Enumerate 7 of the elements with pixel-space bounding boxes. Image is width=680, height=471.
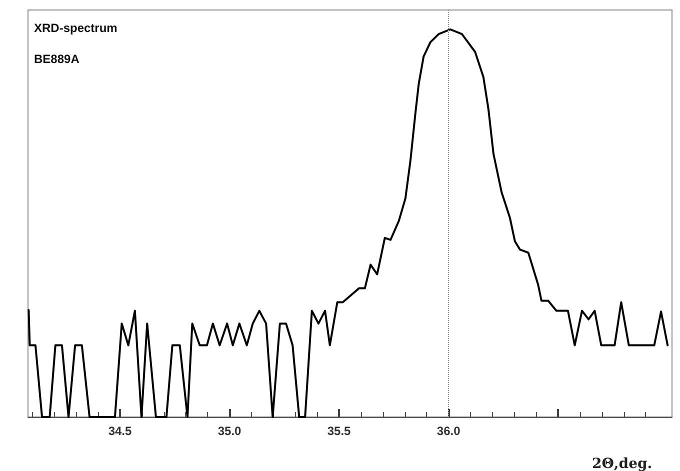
x-axis-title: 2Θ,deg. [592,456,652,471]
x-tick-label: 35.0 [218,424,242,438]
annotation: XRD-spectrum [34,21,118,35]
annotation: BE889A [34,52,80,66]
x-tick-label: 34.5 [108,424,132,438]
x-tick-label: 36.0 [436,424,461,438]
x-tick-label: 35.5 [327,424,352,438]
